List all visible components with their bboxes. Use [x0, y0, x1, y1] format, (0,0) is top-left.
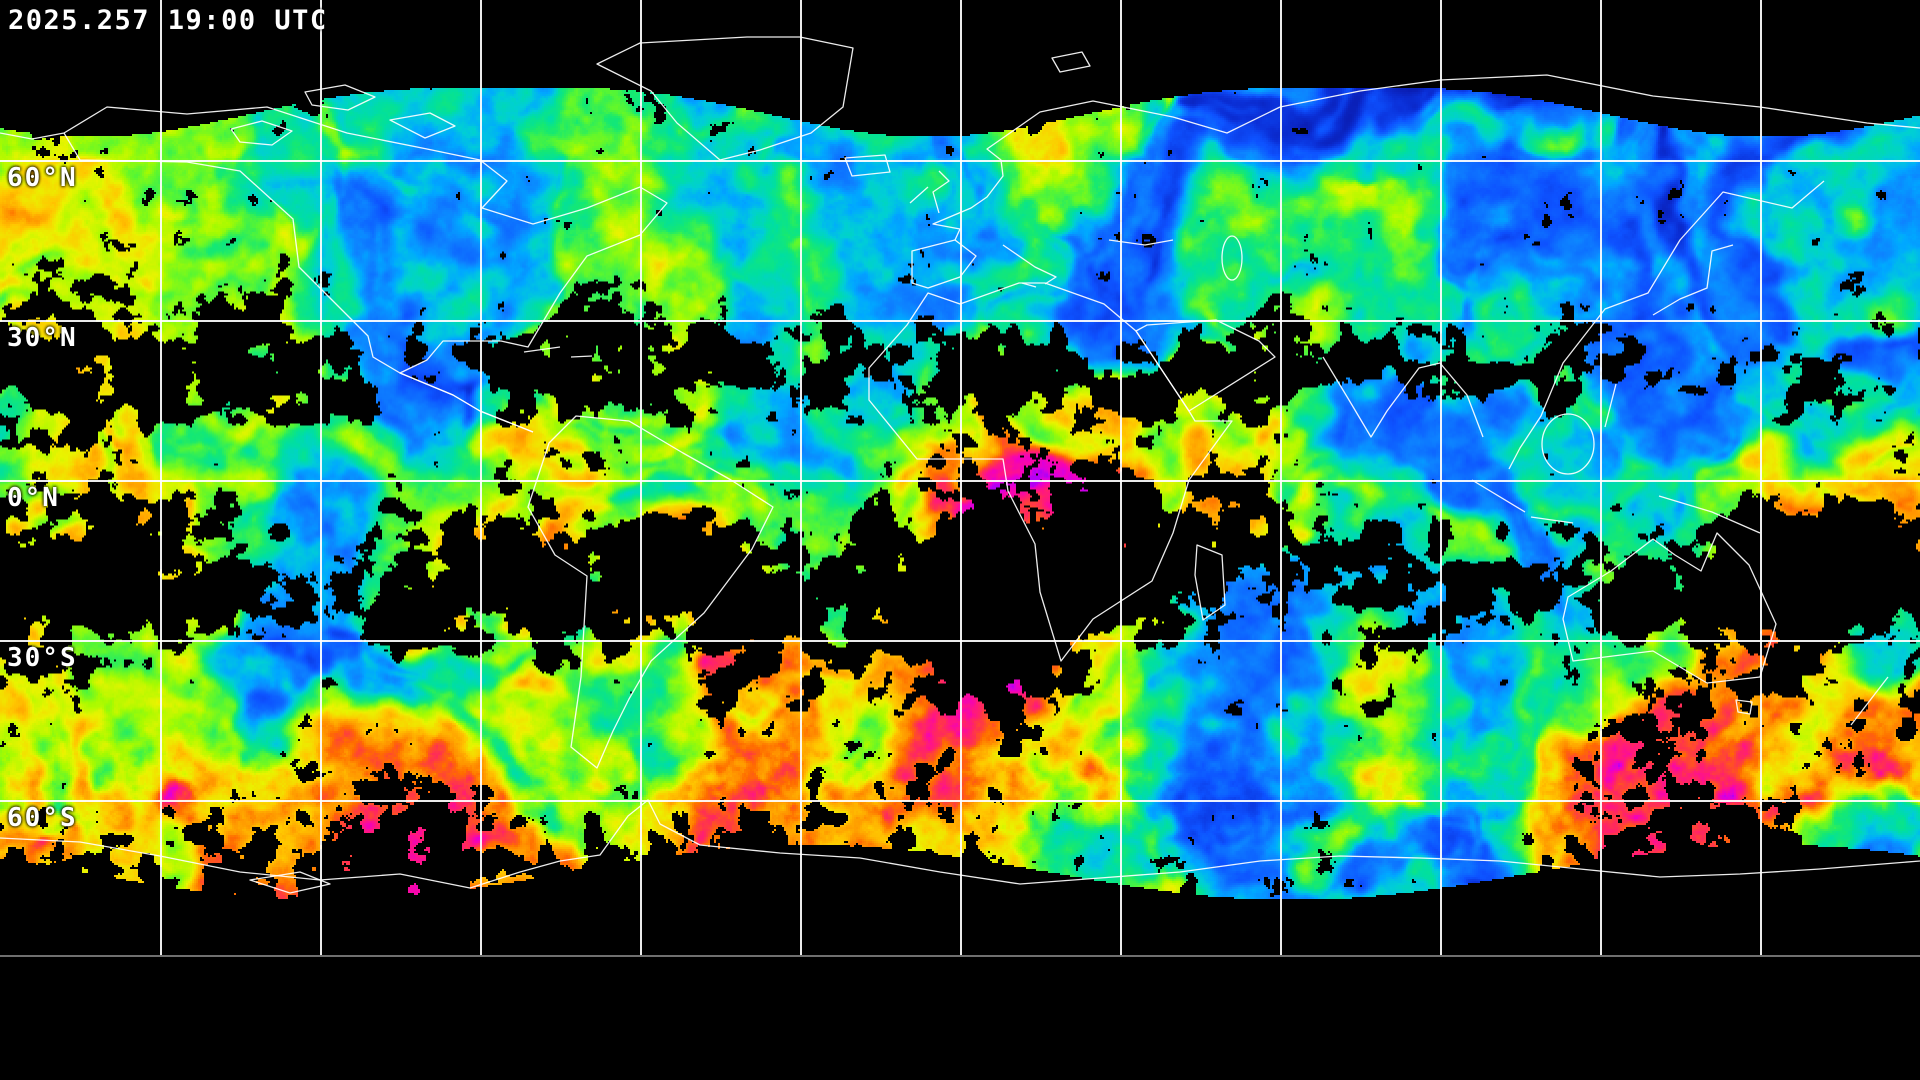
meridian-gridline: [800, 0, 802, 957]
meridian-gridline: [1120, 0, 1122, 957]
meridian-gridline: [960, 0, 962, 957]
meridian-gridline: [1760, 0, 1762, 957]
world-map-area: 60°N 30°N 0°N 30°S 60°S 2025.257 19:00 UTC: [0, 0, 1920, 957]
meridian-gridline: [1600, 0, 1602, 957]
meridian-gridline: [480, 0, 482, 957]
latitude-label: 30°N: [7, 323, 78, 353]
parallel-gridline: [0, 640, 1920, 642]
map-bottom-divider: [0, 955, 1920, 957]
meridian-gridline: [320, 0, 322, 957]
latitude-label: 60°N: [7, 163, 78, 193]
timestamp-label: 2025.257 19:00 UTC: [8, 5, 328, 36]
parallel-gridline: [0, 800, 1920, 802]
parallel-gridline: [0, 480, 1920, 482]
parallel-gridline: [0, 160, 1920, 162]
meridian-gridline: [160, 0, 162, 957]
colorbar-legend: 01003004005006007008009001000 Cloud Effe…: [0, 957, 1920, 1080]
meridian-gridline: [1280, 0, 1282, 957]
latitude-label: 0°N: [7, 483, 60, 513]
meridian-gridline: [1440, 0, 1442, 957]
latitude-label: 60°S: [7, 803, 78, 833]
meridian-gridline: [640, 0, 642, 957]
latitude-label: 30°S: [7, 643, 78, 673]
parallel-gridline: [0, 320, 1920, 322]
